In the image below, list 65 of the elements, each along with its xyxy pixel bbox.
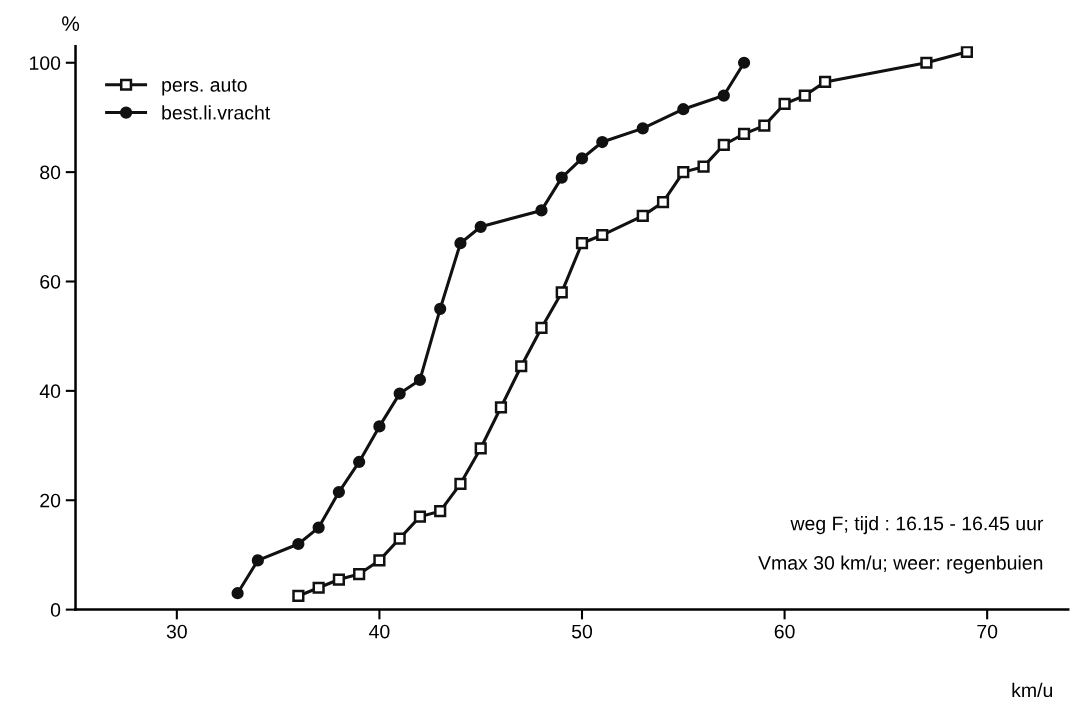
- point: [393, 532, 406, 545]
- point: [474, 220, 487, 233]
- x-tick-label: 30: [166, 624, 187, 639]
- y-tick-label: 80: [40, 165, 61, 180]
- point: [960, 46, 974, 58]
- x-tick-label: 40: [369, 624, 390, 639]
- y-tick-label: 100: [29, 56, 61, 70]
- point: [737, 127, 751, 140]
- point: [251, 554, 264, 567]
- x-tick-label: 70: [977, 624, 998, 639]
- point: [434, 505, 447, 518]
- point: [353, 567, 366, 581]
- point: [555, 171, 568, 184]
- point: [434, 302, 447, 315]
- point: [575, 237, 589, 250]
- legend-label: pers. auto: [162, 78, 247, 96]
- point: [717, 138, 730, 151]
- point: [758, 119, 771, 132]
- point: [535, 321, 548, 335]
- point: [413, 510, 427, 523]
- annotation: Vmax 30 km/u; weer: regenbuien: [758, 555, 1043, 574]
- point: [373, 554, 386, 567]
- point: [353, 455, 366, 469]
- point: [332, 573, 346, 586]
- point: [454, 237, 467, 250]
- x-tick-label: 50: [571, 624, 593, 639]
- x-axis-title: km/u: [1012, 682, 1053, 698]
- point: [312, 581, 325, 594]
- point: [575, 152, 589, 165]
- point: [292, 589, 305, 603]
- y-tick-label: 60: [40, 274, 61, 289]
- x-tick-label: 60: [774, 624, 795, 639]
- point: [393, 387, 406, 400]
- point: [798, 89, 811, 102]
- point: [474, 442, 487, 455]
- point: [413, 373, 427, 387]
- point: [332, 485, 346, 499]
- point: [677, 103, 690, 116]
- point: [737, 56, 751, 69]
- point: [778, 97, 791, 110]
- point: [920, 56, 933, 69]
- point: [494, 401, 508, 414]
- point: [818, 75, 832, 88]
- point: [636, 122, 649, 135]
- point: [636, 209, 649, 222]
- y-tick-label: 0: [50, 603, 61, 617]
- y-axis-title: %: [62, 16, 80, 31]
- point: [596, 228, 609, 242]
- point: [231, 587, 244, 600]
- point: [373, 420, 386, 433]
- y-tick-label: 40: [39, 384, 61, 399]
- point: [677, 166, 690, 179]
- legend-label: best.li.vracht: [162, 105, 271, 120]
- point: [697, 160, 710, 173]
- point: [515, 360, 528, 373]
- annotation: weg F; tijd : 16.15 - 16.45 uur: [790, 516, 1044, 535]
- point: [717, 89, 730, 102]
- point: [535, 204, 548, 217]
- point: [656, 196, 670, 209]
- point: [454, 477, 467, 490]
- y-tick-label: 20: [40, 493, 61, 508]
- point: [555, 286, 568, 299]
- point: [292, 537, 305, 551]
- point: [312, 521, 325, 534]
- point: [596, 135, 609, 149]
